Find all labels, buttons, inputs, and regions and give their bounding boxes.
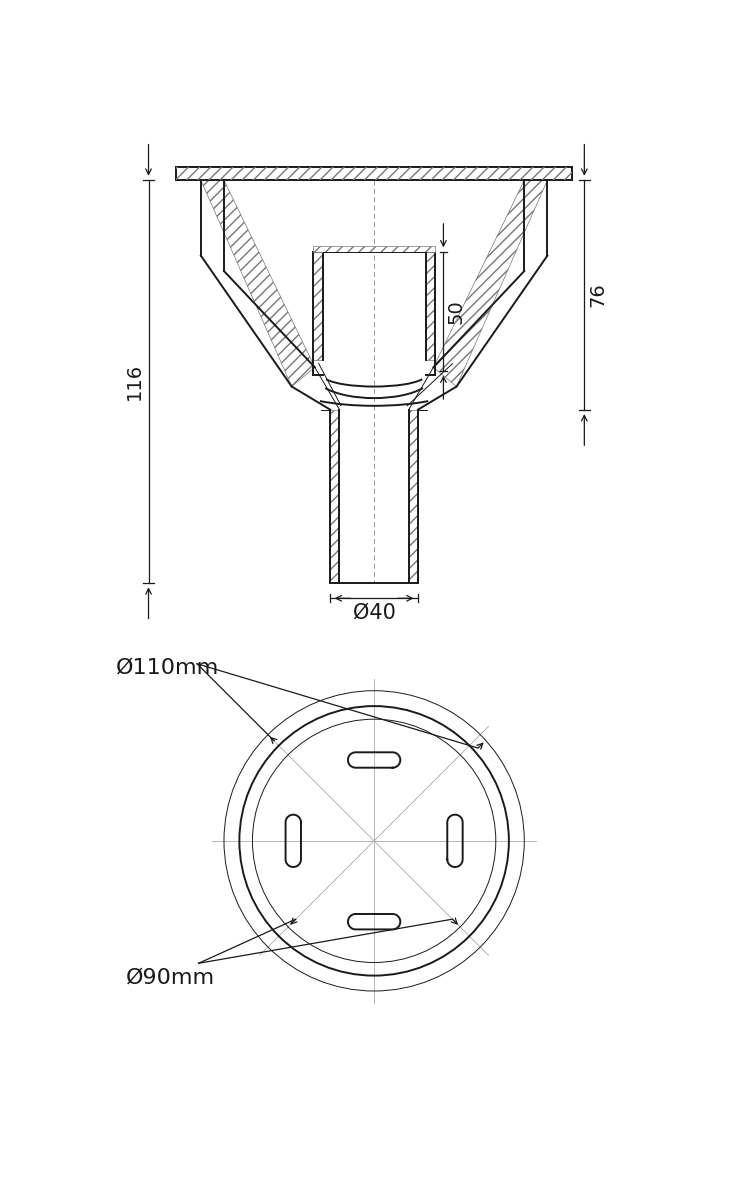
Text: Ø90mm: Ø90mm [126, 967, 215, 988]
Bar [176, 167, 572, 180]
Text: 116: 116 [125, 362, 144, 400]
Polygon shape [313, 246, 435, 252]
Text: Ø110mm: Ø110mm [116, 658, 220, 678]
Bar [176, 167, 572, 180]
Text: 76: 76 [588, 282, 607, 307]
Text: 50: 50 [446, 299, 465, 324]
Text: Ø40: Ø40 [353, 602, 396, 622]
